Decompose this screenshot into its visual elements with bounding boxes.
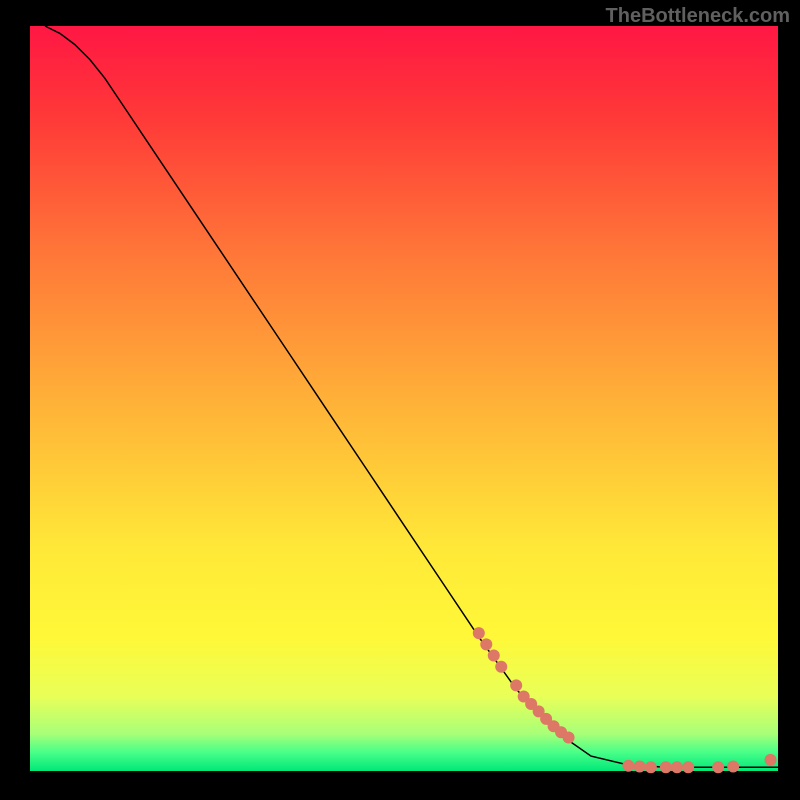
scatter-point [488,650,500,662]
scatter-point [563,731,575,743]
scatter-point [645,761,657,773]
watermark-text: TheBottleneck.com [606,5,790,28]
scatter-point [480,638,492,650]
chart-container: TheBottleneck.com [0,0,800,800]
scatter-point [712,761,724,773]
scatter-point [622,760,634,772]
scatter-point [473,627,485,639]
plot-background [30,26,778,771]
scatter-point [682,761,694,773]
scatter-point [660,761,672,773]
scatter-point [634,761,646,773]
scatter-point [510,679,522,691]
scatter-point [495,661,507,673]
scatter-point [727,761,739,773]
scatter-point [765,754,777,766]
scatter-point [671,761,683,773]
chart-svg [0,0,800,800]
